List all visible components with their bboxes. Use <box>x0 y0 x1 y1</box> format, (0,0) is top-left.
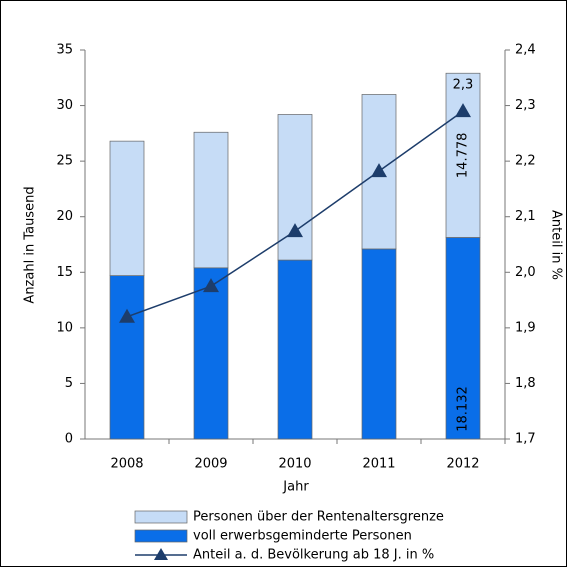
y2-axis-title: Anteil in % <box>549 210 564 280</box>
y-tick-label: 20 <box>56 209 73 224</box>
y2-tick-label: 2,1 <box>515 209 536 224</box>
y-tick-label: 30 <box>56 98 73 113</box>
y2-tick-label: 1,8 <box>515 376 536 391</box>
bar-segment <box>109 140 145 276</box>
x-axis-title: Jahr <box>282 480 309 495</box>
bar-segment <box>193 267 229 440</box>
marker <box>455 103 471 118</box>
legend-label: voll erwerbsgeminderte Personen <box>193 529 412 544</box>
bar-segment <box>193 131 229 269</box>
legend-swatch <box>134 510 188 524</box>
y-tick-label: 15 <box>56 265 73 280</box>
y2-tick-label: 2,0 <box>515 265 536 280</box>
marker <box>371 163 387 178</box>
y2-tick-label: 2,4 <box>515 43 536 58</box>
y-tick-label: 0 <box>65 432 73 447</box>
y2-tick-label: 2,3 <box>515 98 536 113</box>
y-axis-title: Anzahl in Tausend <box>23 186 38 303</box>
legend-swatch <box>134 529 188 543</box>
bar-segment <box>277 259 313 440</box>
y2-tick-label: 1,9 <box>515 320 536 335</box>
bar-segment <box>361 248 397 440</box>
y-tick-label: 25 <box>56 154 73 169</box>
marker <box>203 278 219 293</box>
data-label: 14.778 <box>456 133 471 179</box>
marker <box>119 308 135 323</box>
x-tick-label: 2009 <box>194 457 227 472</box>
data-label: 2,3 <box>453 78 474 93</box>
bar-segment <box>109 275 145 440</box>
x-tick-label: 2008 <box>110 457 143 472</box>
x-tick-label: 2011 <box>362 457 395 472</box>
y-tick-label: 5 <box>65 376 73 391</box>
data-label: 18.132 <box>456 386 471 432</box>
legend-label: Personen über der Rentenaltersgrenze <box>193 510 444 525</box>
y2-tick-label: 1,7 <box>515 432 536 447</box>
y-tick-label: 10 <box>56 320 73 335</box>
marker <box>287 223 303 238</box>
y2-tick-label: 2,2 <box>515 154 536 169</box>
y-tick-label: 35 <box>56 43 73 58</box>
bar-segment <box>361 94 397 250</box>
bar-segment <box>445 72 481 238</box>
x-tick-label: 2010 <box>278 457 311 472</box>
x-tick-label: 2012 <box>446 457 479 472</box>
legend-marker <box>154 548 168 560</box>
legend-label: Anteil a. d. Bevölkerung ab 18 J. in % <box>193 548 434 563</box>
